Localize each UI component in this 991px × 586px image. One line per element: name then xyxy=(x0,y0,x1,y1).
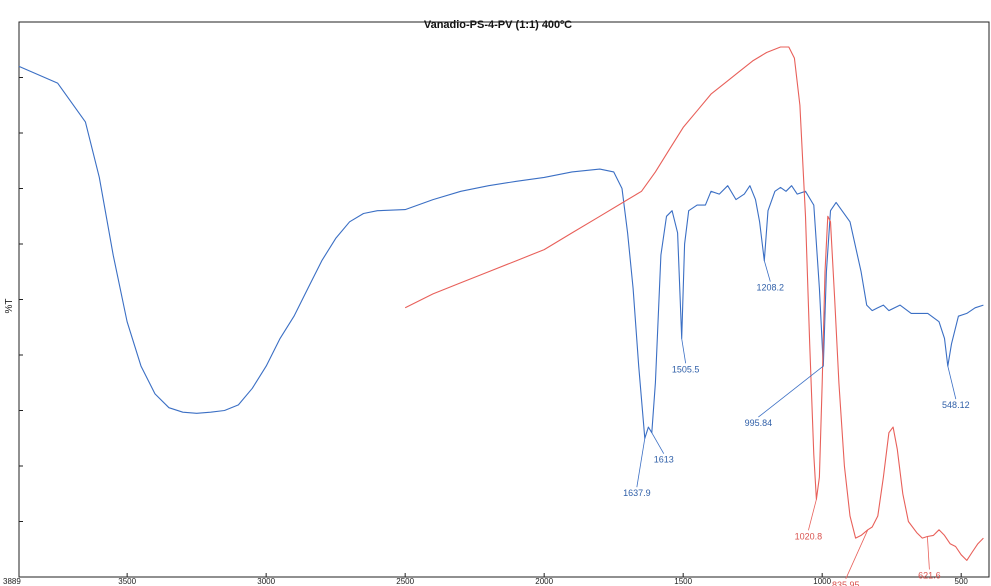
peak-annotations: 1637.9 1613 1505.5 1208.2 995.84 548.12 1020.8… xyxy=(623,260,970,586)
annotation-leader xyxy=(808,499,817,531)
annotation-leader xyxy=(926,536,930,570)
peak-label: 1505.5 xyxy=(672,364,700,374)
x-axis-ticks: 3889 3500 3000 2500 2000 1500 1000 500 xyxy=(3,573,968,586)
x-tick-label: 3000 xyxy=(257,577,275,586)
x-tick-label: 2500 xyxy=(396,577,414,586)
series-line-red xyxy=(404,46,984,561)
x-tick-label: 2000 xyxy=(535,577,553,586)
annotation-leader xyxy=(763,260,771,282)
chart-title: Vanadio-PS-4-PV (1:1) 400ºC xyxy=(424,19,572,31)
peak-label: 1613 xyxy=(654,455,674,465)
y-axis-label: %T xyxy=(4,299,15,314)
annotation-leader xyxy=(947,366,957,400)
y-axis-ticks xyxy=(19,77,23,522)
annotation-leader xyxy=(758,365,824,418)
x-tick-label: 500 xyxy=(955,577,969,586)
x-tick-label: 3500 xyxy=(118,577,136,586)
annotation-leader xyxy=(636,438,646,488)
annotation-leader xyxy=(651,432,665,454)
series-layer xyxy=(18,46,984,561)
peak-label: 548.12 xyxy=(942,400,970,410)
x-tick-label: 1000 xyxy=(813,577,831,586)
peak-label: 621.6 xyxy=(918,570,941,580)
annotation-leader xyxy=(681,338,687,364)
peak-label: 835.95 xyxy=(832,580,860,586)
annotation-leader xyxy=(845,529,869,579)
peak-label: 995.84 xyxy=(745,418,773,428)
x-tick-label: 1500 xyxy=(674,577,692,586)
peak-label: 1637.9 xyxy=(623,488,651,498)
series-line-blue xyxy=(18,65,984,439)
x-tick-label: 3889 xyxy=(3,577,21,586)
peak-label: 1208.2 xyxy=(757,283,785,293)
peak-label: 1020.8 xyxy=(795,531,823,541)
